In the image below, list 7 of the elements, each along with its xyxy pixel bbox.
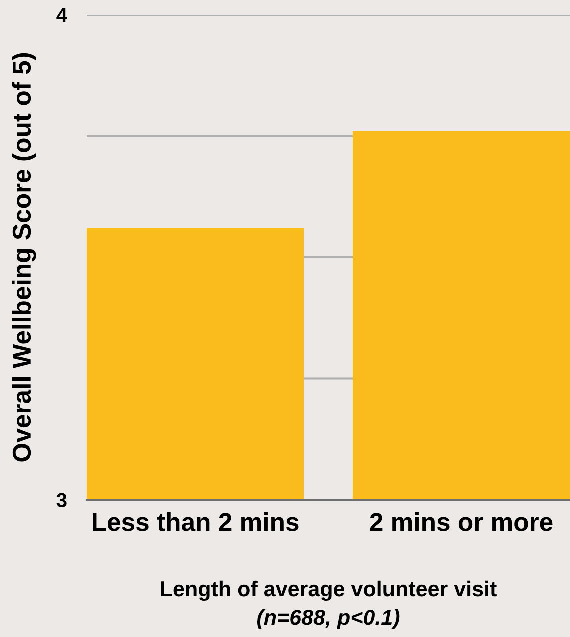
y-tick-label: 4	[56, 8, 68, 22]
x-tick-label: Less than 2 mins	[93, 512, 299, 532]
y-axis-title: Overall Wellbeing Score (out of 5)	[12, 53, 36, 462]
x-axis-title: Length of average volunteer visit	[161, 580, 497, 602]
y-tick-label: 3	[56, 493, 67, 508]
x-tick-label: 2 mins or more	[370, 512, 553, 532]
text: (n=688, p<0.1)	[257, 609, 400, 630]
